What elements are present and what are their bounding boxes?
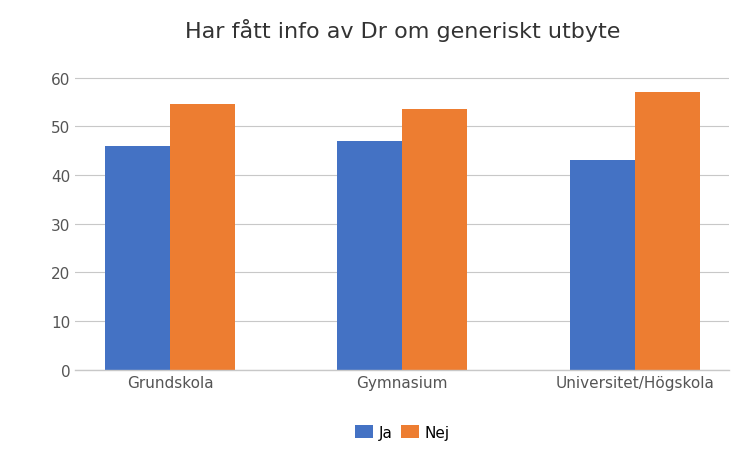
Bar <box>337 142 402 370</box>
Bar <box>105 147 170 370</box>
Legend: Ja, Nej: Ja, Nej <box>348 419 456 446</box>
Bar <box>635 93 699 370</box>
Bar <box>569 161 635 370</box>
Bar <box>170 105 235 370</box>
Bar <box>402 110 468 370</box>
Title: Har fått info av Dr om generiskt utbyte: Har fått info av Dr om generiskt utbyte <box>185 18 620 41</box>
